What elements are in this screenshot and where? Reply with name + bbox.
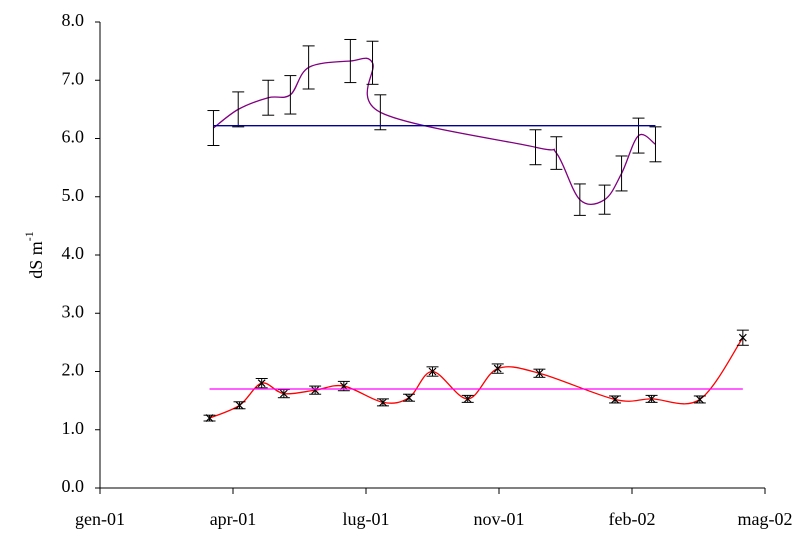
y-tick-label: 3.0	[62, 301, 85, 321]
x-tick-label: lug-01	[343, 509, 390, 529]
error-bar	[598, 184, 611, 215]
marker	[405, 393, 413, 402]
marker	[311, 386, 320, 395]
marker	[279, 389, 288, 398]
y-axis-label-main: dS m	[26, 241, 46, 279]
x-tick-label: gen-01	[75, 509, 125, 529]
error-bar	[302, 45, 315, 90]
error-bar	[529, 129, 542, 166]
marker	[463, 394, 472, 403]
error-bar	[374, 94, 387, 131]
x-tick-label: apr-01	[210, 509, 257, 529]
y-tick-label: 0.0	[62, 476, 85, 496]
error-bar	[649, 126, 662, 163]
marker	[493, 364, 502, 373]
marker	[257, 379, 266, 388]
error-bar	[550, 136, 563, 170]
y-axis-label: dS m-1	[22, 231, 46, 279]
error-bar	[573, 183, 586, 216]
y-tick-label: 5.0	[62, 185, 85, 205]
marker	[535, 369, 544, 378]
y-tick-label: 4.0	[62, 243, 85, 263]
marker	[647, 394, 656, 403]
y-tick-label: 7.0	[62, 68, 85, 88]
y-tick-label: 1.0	[62, 418, 85, 438]
y-tick-label: 2.0	[62, 360, 85, 380]
series-line	[209, 337, 744, 419]
error-bar	[284, 75, 297, 115]
marker	[611, 395, 619, 404]
x-tick-label: feb-02	[609, 509, 656, 529]
error-bar	[207, 110, 220, 146]
x-tick-label: nov-01	[474, 509, 525, 529]
error-bar	[632, 117, 645, 154]
error-bar	[344, 38, 357, 84]
y-axis-label-sup: -1	[22, 231, 36, 241]
marker	[379, 398, 387, 407]
series-line	[213, 57, 656, 205]
error-bar	[615, 155, 628, 192]
y-tick-label: 8.0	[62, 10, 85, 30]
y-tick-label: 6.0	[62, 127, 85, 147]
marker	[738, 333, 747, 342]
x-tick-label: mag-02	[738, 509, 793, 529]
marker	[428, 367, 437, 376]
marker	[695, 395, 704, 404]
marker	[235, 401, 244, 410]
error-bar	[262, 79, 275, 116]
marker	[205, 414, 214, 423]
error-bar	[366, 40, 379, 85]
error-bar	[232, 91, 245, 128]
